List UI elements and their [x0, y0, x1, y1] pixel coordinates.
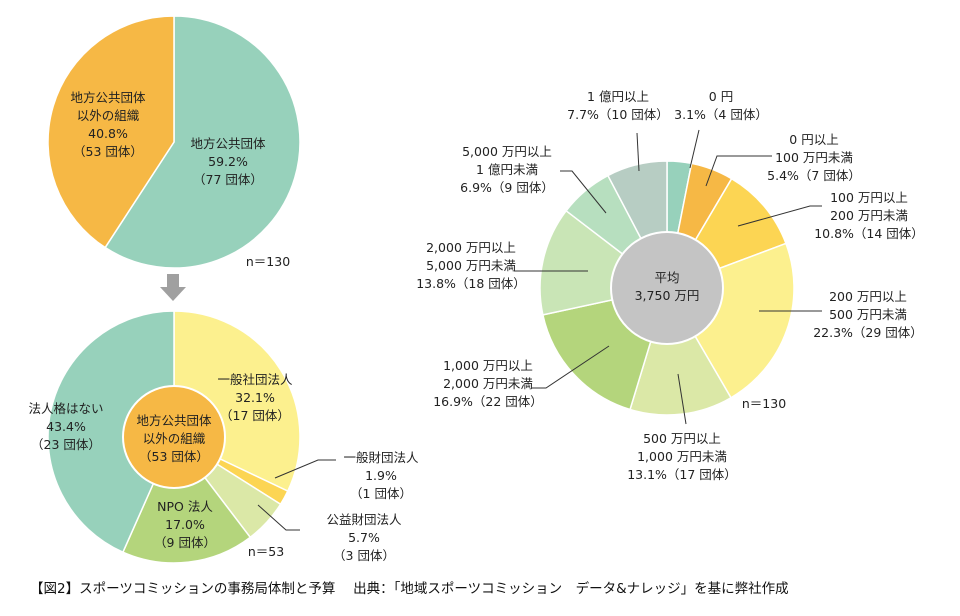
slice-label: 0 円以上 100 万円未満 5.4%（7 団体）: [767, 132, 861, 183]
figure-caption: 【図2】スポーツコミッションの事務局体制と予算 出典：「地域スポーツコミッション…: [30, 580, 789, 597]
leader-line: [257, 504, 300, 531]
pie-slice: [47, 15, 175, 249]
pie-slice: [629, 286, 732, 416]
slice-label-line: 6.9%（9 団体）: [460, 180, 554, 195]
slice-label: 2,000 万円以上 5,000 万円未満 13.8%（18 団体）: [416, 240, 526, 291]
leader-line: [274, 459, 336, 479]
slice-label-line: 一般社団法人: [217, 372, 293, 387]
down-arrow-icon: [160, 274, 186, 301]
slice-label-line: 1,000 万円未満: [637, 449, 727, 464]
slice-label-line: 2,000 万円未満: [443, 376, 533, 391]
slice-label-line: 1.9%: [365, 468, 397, 483]
slice-label-line: （9 団体）: [154, 535, 216, 550]
slice-label: 5,000 万円以上 1 億円未満 6.9%（9 団体）: [460, 144, 554, 195]
n-label: n＝130: [742, 396, 786, 411]
center-label-line: 平均: [654, 270, 679, 285]
slice-label-line: 59.2%: [208, 154, 248, 169]
slice-label: 公益財団法人 5.7% （3 団体）: [326, 512, 402, 563]
slice-label: 地方公共団体 59.2% （77 団体）: [190, 136, 266, 187]
slice-label-line: 0 円: [709, 89, 733, 104]
leader-line: [677, 373, 687, 425]
n-label-line: n＝53: [248, 544, 284, 559]
slice-label-line: 17.0%: [165, 517, 205, 532]
slice-label-line: 3.1%（4 団体）: [674, 107, 768, 122]
slice-label-line: 13.1%（17 団体）: [627, 467, 737, 482]
slice-label: 一般社団法人 32.1% （17 団体）: [217, 372, 293, 423]
slice-label-line: 地方公共団体: [190, 136, 266, 151]
center-label-line: 以外の組織: [143, 431, 206, 446]
center-label-line: 地方公共団体: [136, 413, 212, 428]
slice-label-line: 22.3%（29 団体）: [813, 325, 923, 340]
slice-label-line: 1 億円未満: [476, 162, 538, 177]
slice-label-line: 地方公共団体: [70, 90, 146, 105]
slice-label-line: 5,000 万円以上: [462, 144, 552, 159]
slice-label-line: 法人格はない: [28, 401, 103, 416]
slice-label: 200 万円以上 500 万円未満 22.3%（29 団体）: [813, 289, 923, 340]
slice-label-line: （1 団体）: [350, 486, 412, 501]
slice-label-line: 10.8%（14 団体）: [814, 226, 924, 241]
slice-label-line: 100 万円以上: [830, 190, 908, 205]
leader-line: [560, 170, 607, 214]
leader-line: [737, 205, 822, 227]
slice-label-line: 5,000 万円未満: [426, 258, 516, 273]
leader-line: [705, 155, 772, 187]
leader-line: [532, 345, 610, 389]
slice-label-line: 16.9%（22 団体）: [433, 394, 543, 409]
slice-label-line: 100 万円未満: [775, 150, 853, 165]
slice-label-line: 以外の組織: [77, 108, 140, 123]
pie-chart-budget: 平均 3,750 万円 n＝130 0 円 3.1%（4 団体） 0 円以上 100 万円未…: [416, 89, 924, 482]
slice-label: 地方公共団体以外の組織 40.8% （53 団体）: [70, 90, 146, 159]
center-label-line: 3,750 万円: [635, 288, 700, 303]
leader-line: [689, 129, 700, 169]
slice-label-line: 0 円以上: [789, 132, 838, 147]
slice-label-line: 1 億円以上: [587, 89, 649, 104]
pie-slice: [47, 310, 175, 554]
leader-line: [636, 132, 640, 172]
slice-label-line: 200 万円以上: [829, 289, 907, 304]
slice-label-line: 1,000 万円以上: [443, 358, 533, 373]
slice-label: 0 円 3.1%（4 団体）: [674, 89, 768, 122]
slice-label-line: （53 団体）: [73, 144, 143, 159]
slice-label: 1 億円以上 7.7%（10 団体）: [567, 89, 669, 122]
slice-label-line: 500 万円以上: [643, 431, 721, 446]
pie-slice: [121, 435, 252, 564]
slice-label-line: NPO 法人: [157, 499, 213, 514]
slice-label: 500 万円以上 1,000 万円未満 13.1%（17 団体）: [627, 431, 737, 482]
center-label: 地方公共団体以外の組織 （53 団体）: [136, 413, 212, 464]
slice-label: 法人格はない 43.4% （23 団体）: [28, 401, 103, 452]
slice-label-line: 43.4%: [46, 419, 86, 434]
slice-label: NPO 法人 17.0% （9 団体）: [154, 499, 216, 550]
center-label: 平均 3,750 万円: [635, 270, 700, 303]
slice-label: 一般財団法人 1.9% （1 団体）: [343, 450, 419, 501]
pie-center: [610, 231, 724, 345]
n-label: n＝53: [248, 544, 284, 559]
n-label-line: n＝130: [742, 396, 786, 411]
slice-label-line: 40.8%: [88, 126, 128, 141]
n-label-line: n＝130: [246, 254, 290, 269]
slice-label-line: （3 団体）: [333, 548, 395, 563]
pie-chart-organization-type: 地方公共団体 59.2%（77 団体）地方公共団体以外の組織 40.8%（53 団体…: [47, 15, 301, 269]
pie-chart-non-government-breakdown: 地方公共団体以外の組織 （53 団体） 一般社団法人 32.1% （17 団体） 法人格は…: [28, 310, 419, 564]
slice-label-line: 7.7%（10 団体）: [567, 107, 669, 122]
slice-label-line: 5.4%（7 団体）: [767, 168, 861, 183]
slice-label-line: （23 団体）: [31, 437, 101, 452]
slice-label-line: 500 万円未満: [829, 307, 907, 322]
slice-label: 100 万円以上 200 万円未満 10.8%（14 団体）: [814, 190, 924, 241]
pie-center: [122, 385, 226, 489]
slice-label-line: 一般財団法人: [343, 450, 419, 465]
slice-label-line: （77 団体）: [193, 172, 263, 187]
slice-label-line: 5.7%: [348, 530, 380, 545]
slice-label-line: 32.1%: [235, 390, 275, 405]
slice-label-line: 200 万円未満: [830, 208, 908, 223]
slice-label-line: （17 団体）: [220, 408, 290, 423]
slice-label-line: 2,000 万円以上: [426, 240, 516, 255]
slice-label-line: 13.8%（18 団体）: [416, 276, 526, 291]
pie-slice: [104, 15, 301, 269]
n-label: n＝130: [246, 254, 290, 269]
center-label-line: （53 団体）: [139, 449, 209, 464]
slice-label-line: 公益財団法人: [326, 512, 402, 527]
slice-label: 1,000 万円以上 2,000 万円未満 16.9%（22 団体）: [433, 358, 543, 409]
